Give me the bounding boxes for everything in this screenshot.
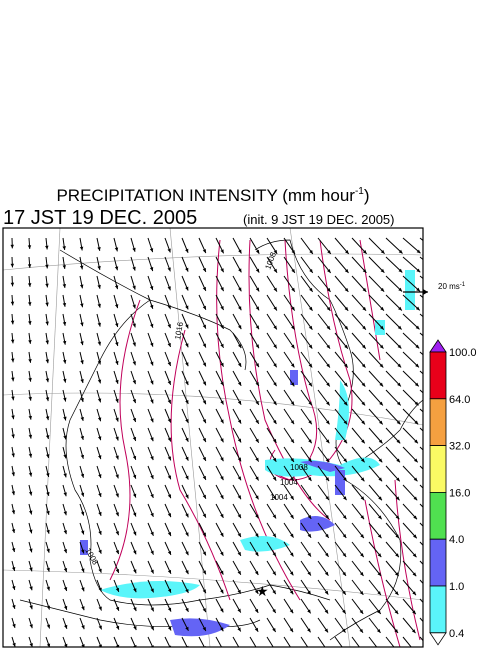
colorbar-cap — [430, 340, 446, 352]
colorbar-label: 16.0 — [449, 487, 470, 499]
station-marker: ★ — [256, 583, 269, 599]
colorbar-segment — [430, 492, 446, 539]
colorbar-label: 64.0 — [449, 394, 470, 406]
colorbar-cap — [430, 633, 446, 645]
ref-sup: -1 — [460, 282, 466, 288]
colorbar-segment — [430, 539, 446, 586]
title: PRECIPITATION INTENSITY (mm hour-1) — [56, 186, 369, 205]
colorbar-label: 4.0 — [449, 534, 464, 546]
valid-time: 17 JST 19 DEC. 2005 — [3, 207, 197, 229]
reference-label: 20 ms-1 — [438, 282, 466, 291]
colorbar-segment — [430, 399, 446, 446]
colorbar-label: 0.4 — [449, 628, 464, 640]
vector-head — [434, 306, 438, 310]
colorbar-segment — [430, 586, 446, 633]
isobar-label: 1004 — [270, 493, 288, 502]
map: ★ 1016 1008 1008 1004 1004 1008 — [3, 228, 438, 650]
ref-text: 20 ms — [438, 282, 460, 291]
init-time: (init. 9 JST 19 DEC. 2005) — [243, 212, 395, 227]
title-close: ) — [364, 186, 370, 205]
colorbar-label: 100.0 — [449, 347, 477, 359]
colorbar-segment — [430, 352, 446, 399]
isobar-label: 1008 — [290, 463, 308, 472]
colorbar: 100.0 64.0 32.0 16.0 4.0 1.0 0.4 — [430, 340, 477, 645]
colorbar-label: 1.0 — [449, 581, 464, 593]
isobar-label: 1004 — [280, 478, 298, 487]
colorbar-segment — [430, 446, 446, 493]
vector-head — [434, 325, 438, 329]
vector-head — [435, 249, 439, 253]
title-main: PRECIPITATION INTENSITY (mm hour — [56, 186, 355, 205]
colorbar-label: 32.0 — [449, 441, 470, 453]
vector-head — [434, 268, 438, 272]
